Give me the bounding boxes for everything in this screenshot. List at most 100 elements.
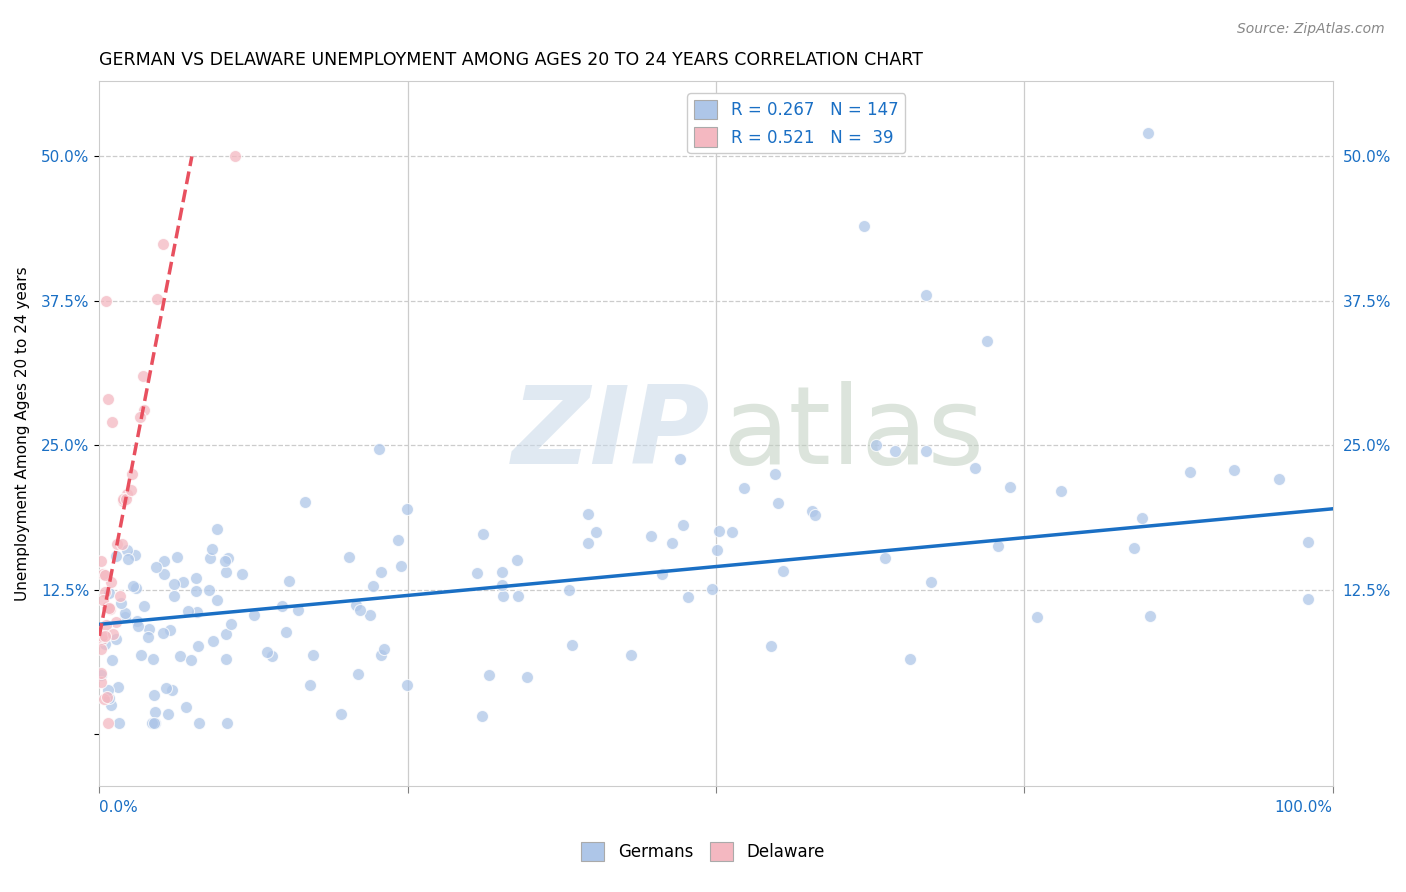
Point [865, 438, 887, 452]
Point [205, 522, 228, 536]
Point [153, 553, 176, 567]
Point [215, 627, 238, 641]
Point [141, 715, 163, 730]
Point [159, 623, 181, 637]
Point [96, 600, 118, 615]
Point [256, 645, 278, 659]
Point [111, 491, 134, 506]
Point [914, 288, 936, 302]
Point [1296, 592, 1319, 607]
Point [561, 638, 583, 652]
Point [111, 537, 134, 551]
Point [127, 619, 149, 633]
Point [205, 593, 228, 607]
Text: Source: ZipAtlas.com: Source: ZipAtlas.com [1237, 22, 1385, 37]
Point [96, 690, 118, 705]
Point [145, 560, 167, 574]
Point [370, 648, 392, 662]
Point [97, 600, 120, 615]
Point [103, 627, 125, 641]
Point [110, 596, 132, 610]
Point [389, 559, 412, 574]
Point [920, 574, 942, 589]
Point [98, 601, 121, 615]
Point [221, 616, 243, 631]
Point [94, 629, 117, 643]
Text: 100.0%: 100.0% [1275, 800, 1333, 815]
Point [576, 536, 599, 550]
Point [143, 688, 166, 702]
Point [270, 599, 292, 614]
Point [231, 567, 253, 582]
Point [198, 550, 221, 565]
Point [157, 707, 180, 722]
Point [801, 504, 824, 518]
Point [337, 549, 360, 564]
Point [187, 639, 209, 653]
Text: atlas: atlas [723, 381, 984, 487]
Point [1122, 541, 1144, 555]
Point [153, 567, 176, 582]
Point [651, 566, 673, 581]
Point [976, 334, 998, 349]
Point [759, 639, 782, 653]
Point [217, 550, 239, 565]
Point [97, 690, 120, 705]
Point [121, 579, 143, 593]
Point [873, 550, 896, 565]
Point [132, 369, 155, 384]
Point [1222, 462, 1244, 476]
Point [346, 666, 368, 681]
Point [706, 543, 728, 558]
Point [128, 409, 150, 424]
Point [104, 615, 127, 630]
Point [169, 648, 191, 663]
Point [215, 566, 238, 580]
Point [187, 715, 209, 730]
Point [94, 637, 117, 651]
Point [117, 551, 139, 566]
Point [1136, 126, 1159, 140]
Point [93, 692, 115, 706]
Point [93, 567, 115, 582]
Point [491, 578, 513, 592]
Point [467, 566, 489, 580]
Point [110, 589, 132, 603]
Point [987, 539, 1010, 553]
Point [90, 629, 112, 643]
Point [1130, 511, 1153, 525]
Point [176, 700, 198, 714]
Point [506, 589, 529, 603]
Point [124, 548, 146, 562]
Point [94, 618, 117, 632]
Point [97, 392, 120, 406]
Point [115, 492, 138, 507]
Point [94, 585, 117, 599]
Point [471, 526, 494, 541]
Point [155, 681, 177, 695]
Point [772, 564, 794, 578]
Point [368, 442, 391, 457]
Point [278, 574, 301, 588]
Point [115, 543, 138, 558]
Legend: R = 0.267   N = 147, R = 0.521   N =  39: R = 0.267 N = 147, R = 0.521 N = 39 [688, 93, 905, 153]
Point [166, 550, 188, 565]
Point [125, 614, 148, 628]
Point [395, 501, 418, 516]
Point [115, 487, 138, 501]
Point [160, 682, 183, 697]
Point [197, 582, 219, 597]
Point [349, 602, 371, 616]
Point [94, 568, 117, 582]
Point [143, 705, 166, 719]
Point [359, 608, 381, 623]
Point [853, 219, 876, 233]
Point [100, 698, 122, 713]
Point [179, 653, 201, 667]
Point [243, 608, 266, 623]
Point [94, 293, 117, 308]
Point [184, 584, 207, 599]
Point [152, 236, 174, 251]
Point [576, 507, 599, 521]
Point [101, 653, 124, 667]
